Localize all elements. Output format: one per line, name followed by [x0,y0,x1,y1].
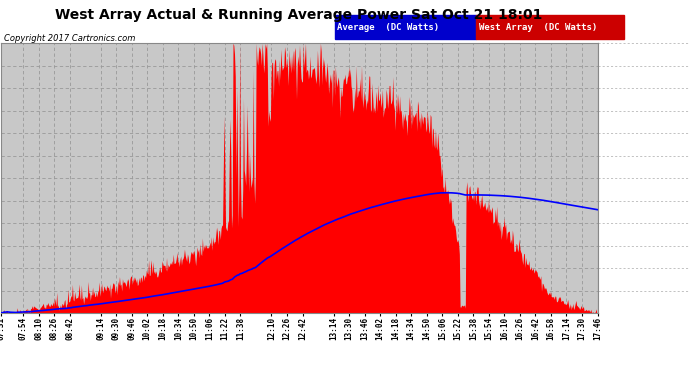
Text: West Array Actual & Running Average Power Sat Oct 21 18:01: West Array Actual & Running Average Powe… [55,8,543,21]
Text: Copyright 2017 Cartronics.com: Copyright 2017 Cartronics.com [4,34,135,43]
Text: Average  (DC Watts): Average (DC Watts) [337,22,440,32]
Text: West Array  (DC Watts): West Array (DC Watts) [479,22,597,32]
